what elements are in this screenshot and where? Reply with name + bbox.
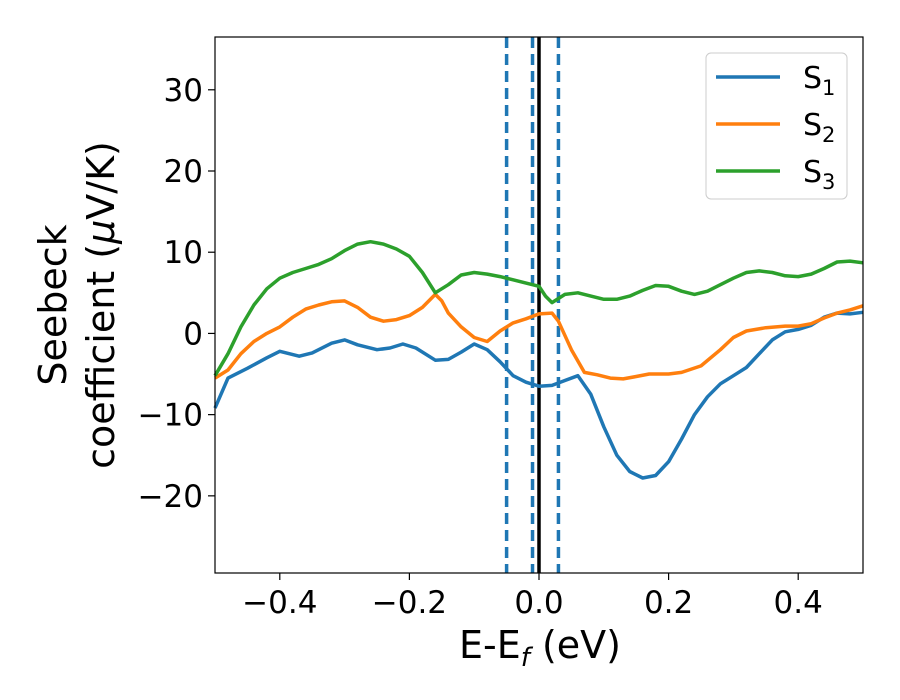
y-tick-label: −20: [138, 479, 203, 515]
y-tick-label: 20: [164, 154, 203, 190]
y-tick-label: 0: [183, 316, 203, 352]
y-axis-label: Seebeck coefficient (μV/K): [31, 141, 123, 469]
y-axis-ticks: −20 −10 0 10 20 30: [138, 73, 215, 515]
legend-box: [705, 52, 848, 200]
legend-label-s2: S2: [803, 108, 835, 147]
y-tick-label: −10: [138, 398, 203, 434]
y-tick-label: 30: [164, 73, 203, 109]
y-axis-label-line1: Seebeck: [31, 224, 75, 385]
x-tick-label: 0.4: [774, 585, 823, 621]
series-line-s3: [213, 239, 864, 377]
x-axis-label: E-Ef (eV): [459, 623, 621, 673]
x-tick-label: 0.0: [514, 585, 563, 621]
legend-label-s1: S1: [803, 61, 835, 100]
x-axis-ticks: −0.4 −0.2 0.0 0.2 0.4: [242, 573, 823, 621]
y-axis-label-line2: coefficient (μV/K): [79, 141, 123, 469]
y-tick-label: 10: [164, 235, 203, 271]
series-line-s2: [214, 292, 864, 381]
series-layer: [213, 239, 864, 480]
legend: S1 S2 S3: [705, 52, 848, 200]
x-tick-label: −0.2: [372, 585, 447, 621]
legend-label-s3: S3: [803, 155, 835, 194]
reference-lines: [504, 37, 561, 573]
x-tick-label: −0.4: [242, 585, 317, 621]
series-line-s1: [213, 310, 864, 480]
x-tick-label: 0.2: [644, 585, 693, 621]
